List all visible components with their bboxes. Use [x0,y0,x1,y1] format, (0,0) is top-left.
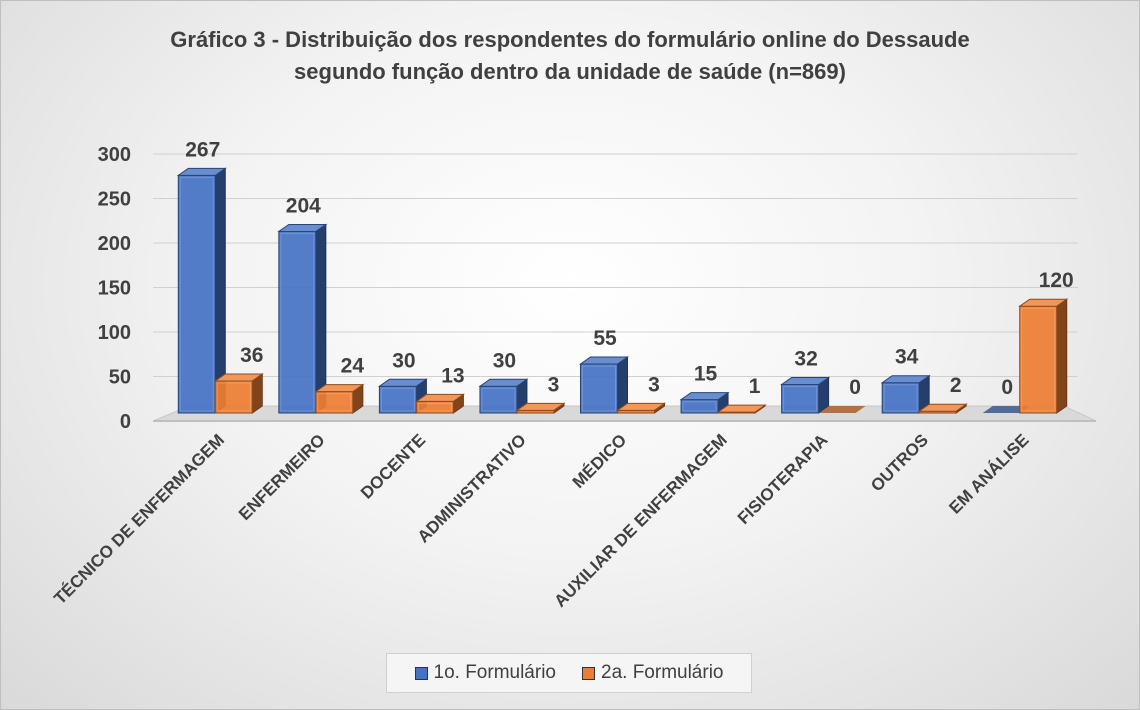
legend-item: 1o. Formulário [414,662,557,684]
bar-series2 [314,383,365,414]
data-label: 34 [895,346,919,369]
bar-series2 [615,402,667,414]
data-label: 0 [1001,376,1013,399]
data-label: 30 [493,349,516,372]
data-label: 0 [849,376,861,399]
bar-series2 [414,393,465,414]
bar-series2 [213,372,264,414]
x-tick-label: FISIOTERAPIA [734,430,832,528]
y-tick-label: 150 [98,278,131,300]
data-label: 267 [185,138,220,161]
bar-series2 [917,403,968,414]
bar-series1 [277,223,328,414]
bar-series1 [176,167,227,414]
chart-legend: 1o. Formulário 2a. Formulário [386,653,752,693]
bar-series1 [982,406,1030,413]
y-tick-label: 50 [109,367,131,389]
bar-series2 [818,406,866,413]
data-label: 55 [593,327,617,350]
x-tick-label: EM ANÁLISE [945,430,1032,517]
bar-series1 [880,374,931,414]
bar-series1 [578,356,630,414]
bar-series2 [1018,298,1069,414]
x-tick-label: MÉDICO [569,430,631,492]
bar-series1 [780,376,831,414]
y-tick-label: 200 [98,233,131,255]
data-label: 36 [240,344,263,367]
y-tick-label: 250 [98,189,131,211]
y-tick-label: 300 [98,144,131,166]
data-label: 30 [392,349,415,372]
legend-item: 2a. Formulário [582,662,724,684]
y-tick-label: 0 [120,411,131,433]
data-label: 120 [1039,269,1074,292]
data-label: 13 [441,364,464,387]
x-tick-label: TÉCNICO DE ENFERMAGEM [50,430,228,608]
bar-series2 [716,404,767,414]
data-label: 204 [286,194,321,217]
data-label: 3 [648,373,660,396]
legend-label: 2a. Formulário [601,662,724,683]
y-tick-label: 100 [98,322,131,344]
x-tick-label: ENFERMEIRO [235,430,329,524]
legend-swatch [582,666,595,680]
x-tick-label: AUXILIAR DE ENFERMAGEM [550,430,730,610]
x-tick-label: DOCENTE [357,430,429,502]
x-tick-label: ADMINISTRATIVO [414,430,530,546]
x-tick-label: OUTROS [867,430,932,495]
bar-series1 [679,391,730,414]
data-label: 2 [950,374,962,397]
data-label: 15 [694,363,718,386]
data-label: 32 [794,348,817,371]
bar-series2 [515,402,566,414]
data-label: 24 [341,355,365,378]
data-label: 3 [548,373,560,396]
legend-swatch [414,666,428,680]
legend-label: 1o. Formulário [433,662,557,683]
data-label: 1 [749,375,761,398]
chart-title-line: Gráfico 3 - Distribuição dos respondente… [170,27,969,52]
chart-title-line: segundo função dentro da unidade de saúd… [294,59,846,84]
